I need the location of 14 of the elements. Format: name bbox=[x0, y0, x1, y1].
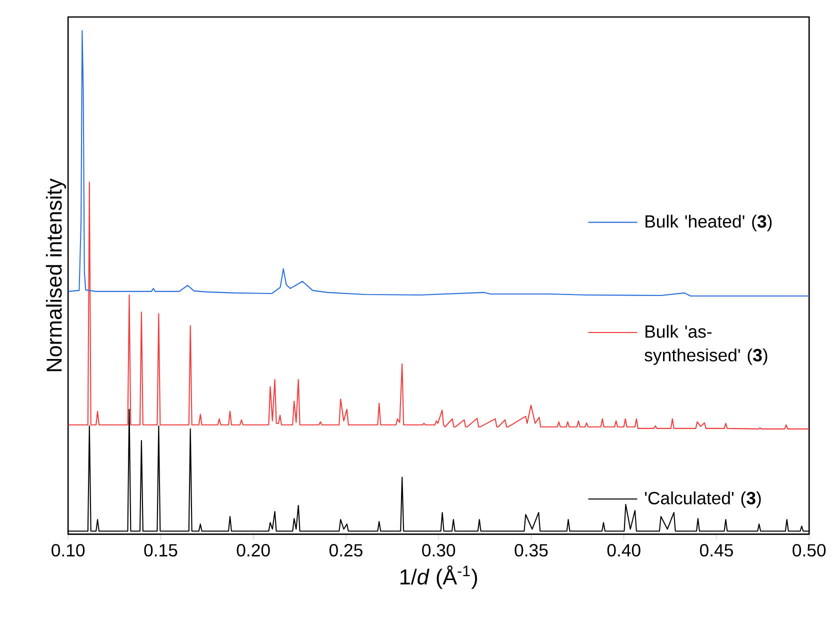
x-tick-label: 0.20 bbox=[236, 544, 270, 556]
x-tick-label: 0.30 bbox=[422, 544, 456, 556]
x-tick-label: 0.40 bbox=[607, 544, 640, 556]
x-tick-label: 0.35 bbox=[514, 544, 548, 556]
x-axis-title: 1/d (Å$^{-1}$) bbox=[400, 565, 478, 589]
legend-label: Bulk 'heated' (3) bbox=[646, 214, 772, 232]
x-tick-label: 0.45 bbox=[700, 544, 733, 556]
x-tick-label: 0.50 bbox=[792, 544, 826, 556]
legend-label: Bulk 'as-synthesised' (3) bbox=[644, 324, 768, 365]
legend-label: 'Calculated' (3) bbox=[645, 491, 761, 508]
x-tick-label: 0.25 bbox=[329, 544, 362, 556]
y-axis-title: Normalised intensity bbox=[46, 178, 66, 371]
x-tick-label: 0.10 bbox=[52, 544, 85, 556]
x-tick-label: 0.15 bbox=[144, 544, 178, 556]
